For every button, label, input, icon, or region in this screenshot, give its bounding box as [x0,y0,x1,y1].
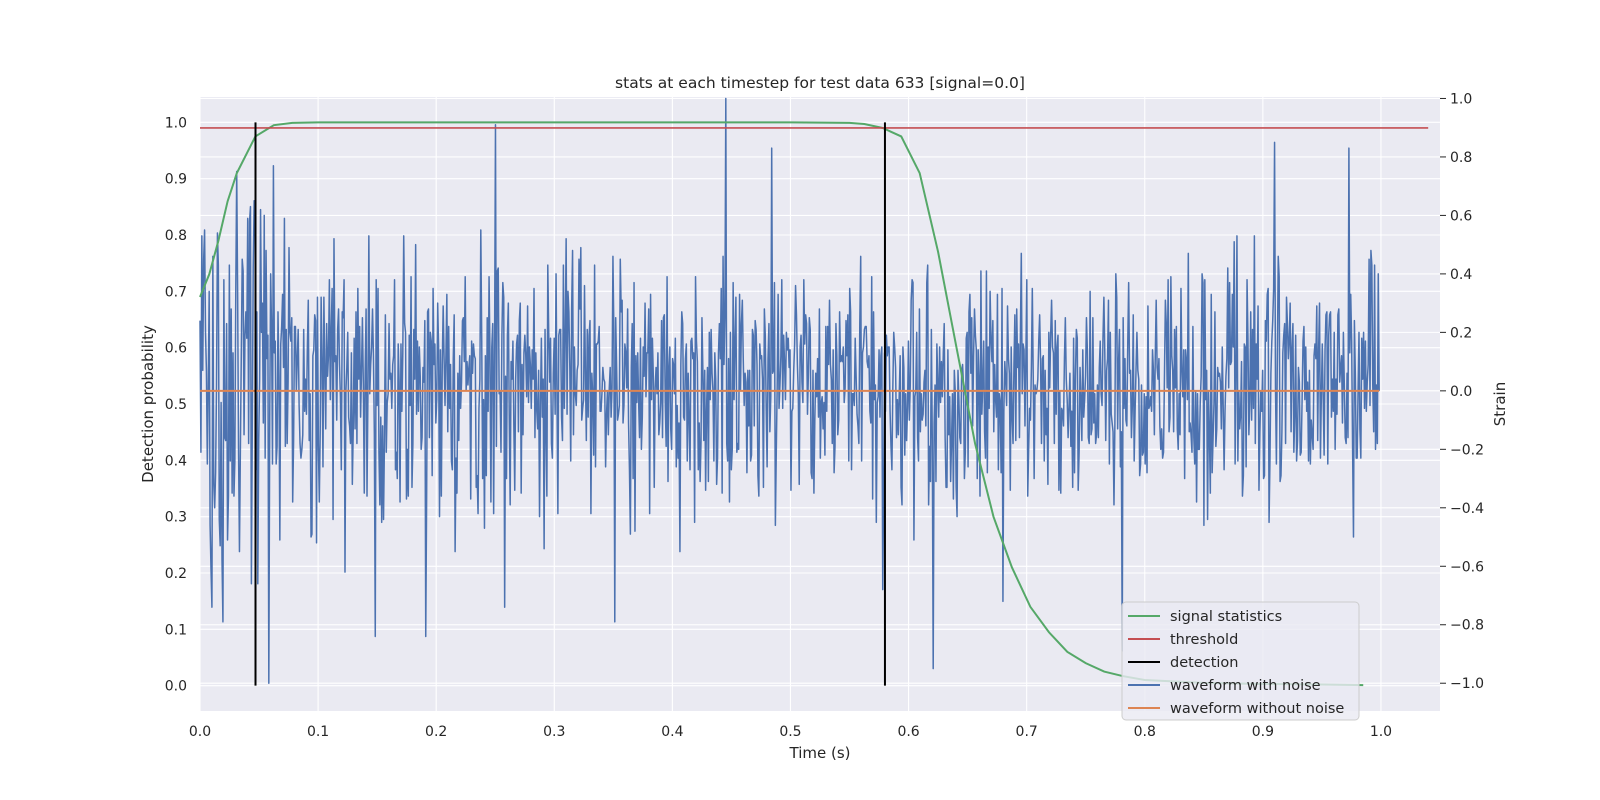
y-tick-label: 0.8 [165,228,187,244]
y2-tick-label: 0.8 [1450,150,1472,166]
y-axis-title: Detection probability [139,325,157,483]
x-tick-label: 0.6 [897,724,919,740]
x-tick-label: 0.7 [1016,724,1038,740]
x-tick-label: 0.8 [1134,724,1156,740]
axes: 0.0 0.1 0.2 0.3 0.4 0.5 0.6 0.7 0.8 0.9 1.0 0.0 0.1 0… [165,91,1484,740]
series-line-waveform-with-noise [199,97,1380,684]
y2-tick-label: −0.8 [1450,618,1484,634]
x-tick-label: 0.9 [1252,724,1274,740]
legend-label-threshold: threshold [1170,632,1238,648]
y2-tick-label: −0.6 [1450,559,1484,575]
legend-label-detection: detection [1170,655,1238,671]
legend-label-waveform-with-noise: waveform with noise [1170,678,1321,694]
y-tick-label: 0.2 [165,566,187,582]
y-tick-label: 0.6 [165,341,187,357]
y-tick-label: 0.7 [165,284,187,300]
y2-tick-label: 0.2 [1450,325,1472,341]
legend-label-signal-statistics: signal statistics [1170,609,1282,625]
y-tick-label: 0.3 [165,510,187,526]
y-tick-label: 0.0 [165,679,187,695]
series-line-signal-statistics [199,121,1364,687]
y-tick-label: 0.1 [165,622,187,638]
y2-tick-label: −1.0 [1450,676,1484,692]
y2-tick-label: 1.0 [1450,91,1472,107]
y2-tick-label: 0.0 [1450,384,1472,400]
x-tick-label: 0.3 [543,724,565,740]
chart-title: stats at each timestep for test data 633… [615,74,1025,92]
y-tick-label: 0.5 [165,397,187,413]
y2-axis-title: Strain [1491,382,1509,426]
x-tick-label: 0.5 [779,724,801,740]
x-tick-label: 0.4 [661,724,683,740]
x-tick-label: 0.2 [425,724,447,740]
y2-tick-label: −0.2 [1450,442,1484,458]
y-tick-label: 0.9 [165,172,187,188]
x-axis-title: Time (s) [789,744,851,762]
y-tick-label: 1.0 [165,115,187,131]
legend-box [1121,601,1360,721]
legend: signal statistics threshold detection wa… [1121,601,1360,721]
y2-tick-label: −0.4 [1450,501,1484,517]
y2-tick-label: 0.6 [1450,208,1472,224]
plot-series [199,97,1429,687]
x-tick-label: 1.0 [1370,724,1392,740]
x-tick-label: 0.1 [307,724,329,740]
y2-tick-label: 0.4 [1450,267,1472,283]
y-tick-label: 0.4 [165,453,187,469]
legend-label-waveform-without-noise: waveform without noise [1170,701,1344,717]
x-tick-label: 0.0 [189,724,211,740]
